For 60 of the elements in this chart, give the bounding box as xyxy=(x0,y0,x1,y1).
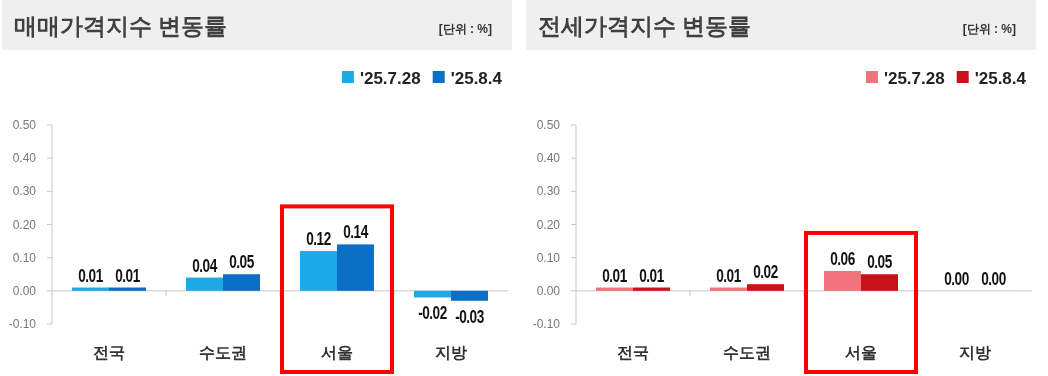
data-label: 0.01 xyxy=(115,264,141,285)
bar xyxy=(861,274,898,291)
y-tick-label: -0.10 xyxy=(8,317,37,331)
y-tick-label: 0.20 xyxy=(536,217,561,232)
y-tick-label: 0.40 xyxy=(12,151,37,166)
x-tick-label: 지방 xyxy=(435,344,467,361)
x-tick-label: 수도권 xyxy=(723,344,771,361)
data-label: 0.06 xyxy=(830,247,856,269)
data-label: 0.01 xyxy=(602,264,628,285)
legend-label: '25.8.4 xyxy=(974,69,1027,88)
legend-label: '25.7.28 xyxy=(359,69,421,88)
legend-label: '25.8.4 xyxy=(450,69,503,88)
y-tick-label: -0.10 xyxy=(532,317,561,331)
chart-subtitle: [단위 : %] xyxy=(438,22,492,36)
bar xyxy=(451,290,488,301)
bar xyxy=(633,287,670,291)
bar xyxy=(710,287,747,291)
bar xyxy=(223,274,260,291)
data-label: -0.03 xyxy=(455,305,485,327)
data-label: -0.02 xyxy=(418,302,448,323)
data-label: 0.01 xyxy=(78,264,104,285)
y-tick-label: 0.00 xyxy=(536,283,561,298)
chart-title: 매매가격지수 변동률 xyxy=(14,13,228,39)
data-label: 0.00 xyxy=(944,267,970,289)
data-label: 0.12 xyxy=(306,227,332,249)
bar xyxy=(300,251,337,291)
y-tick-label: 0.20 xyxy=(12,217,37,232)
y-tick-label: 0.30 xyxy=(12,184,37,199)
data-label: 0.05 xyxy=(867,251,893,272)
bar xyxy=(747,284,784,291)
y-tick-label: 0.10 xyxy=(536,250,561,265)
x-tick-label: 수도권 xyxy=(199,344,247,361)
y-tick-label: 0.50 xyxy=(12,118,37,132)
bar xyxy=(414,290,451,298)
bar xyxy=(337,244,374,291)
data-label: 0.14 xyxy=(343,221,369,242)
data-label: 0.02 xyxy=(753,261,779,282)
y-tick-label: 0.50 xyxy=(536,118,561,132)
x-tick-label: 지방 xyxy=(959,344,991,361)
bar xyxy=(109,287,146,291)
chart-subtitle: [단위 : %] xyxy=(962,22,1016,36)
data-label: 0.00 xyxy=(981,267,1007,289)
data-label: 0.04 xyxy=(192,254,218,275)
legend-label: '25.7.28 xyxy=(883,69,945,88)
y-tick-label: 0.00 xyxy=(12,283,37,298)
data-label: 0.01 xyxy=(716,264,742,285)
bar xyxy=(824,270,861,291)
chart-title: 전세가격지수 변동률 xyxy=(538,13,752,39)
y-tick-label: 0.40 xyxy=(536,151,561,166)
x-tick-label: 전국 xyxy=(93,344,125,361)
y-tick-label: 0.30 xyxy=(536,184,561,199)
x-tick-label: 서울 xyxy=(321,344,353,361)
x-tick-label: 전국 xyxy=(617,344,649,361)
data-label: 0.05 xyxy=(229,251,255,272)
data-label: 0.01 xyxy=(639,264,665,285)
bar xyxy=(72,287,109,291)
y-tick-label: 0.10 xyxy=(12,250,37,265)
bar xyxy=(186,277,223,291)
x-tick-label: 서울 xyxy=(845,344,877,361)
bar xyxy=(596,287,633,291)
